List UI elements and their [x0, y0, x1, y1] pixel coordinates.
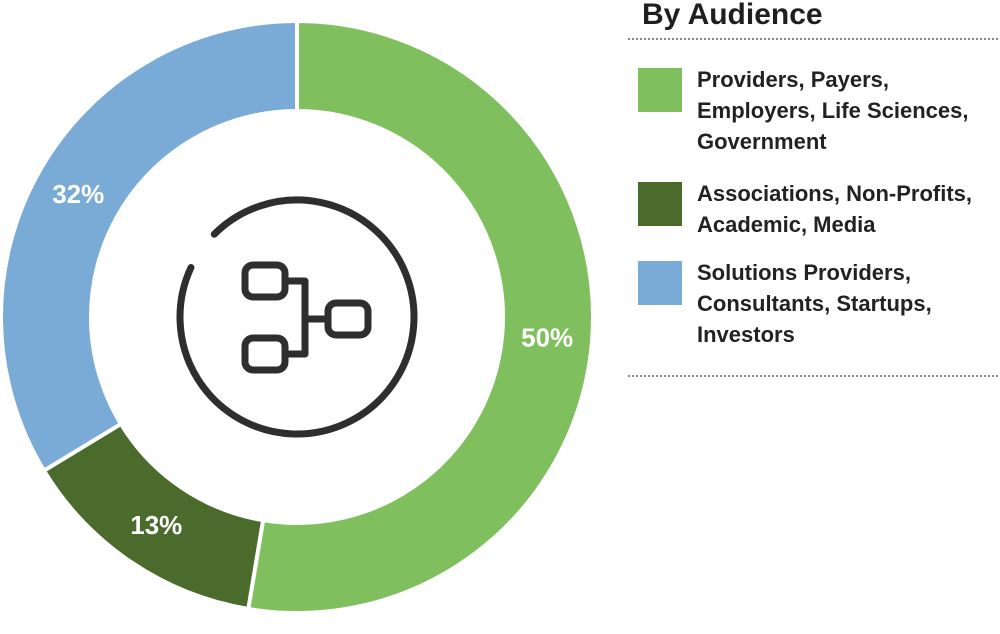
slice-value-label: 50%: [521, 323, 573, 353]
legend-swatch: [638, 261, 682, 305]
legend-swatch: [638, 182, 682, 226]
legend-divider-bottom: [628, 375, 998, 377]
donut-slice: [0, 18, 299, 474]
donut-slice: [245, 18, 595, 615]
node-top-left: [241, 261, 289, 301]
legend-label: Associations, Non-Profits, Academic, Med…: [697, 181, 973, 237]
org-hierarchy-icon: [176, 196, 418, 438]
connector-lines: [281, 277, 332, 358]
node-right: [324, 299, 372, 339]
slice-value-label: 13%: [130, 510, 182, 540]
legend-swatch: [638, 68, 682, 112]
slice-value-label: 32%: [52, 179, 104, 209]
legend-label: Providers, Payers, Employers, Life Scien…: [697, 67, 969, 154]
node-bottom-left: [241, 334, 289, 374]
legend-label: Solutions Providers, Consultants, Startu…: [697, 260, 932, 347]
legend-divider-top: [628, 38, 998, 40]
donut-slices: [0, 18, 595, 615]
legend-title: By Audience: [642, 0, 823, 31]
center-ring-arc: [176, 196, 418, 438]
donut-chart: 50% 13% 32%: [0, 18, 595, 615]
slice-labels: 50% 13% 32%: [52, 179, 573, 540]
